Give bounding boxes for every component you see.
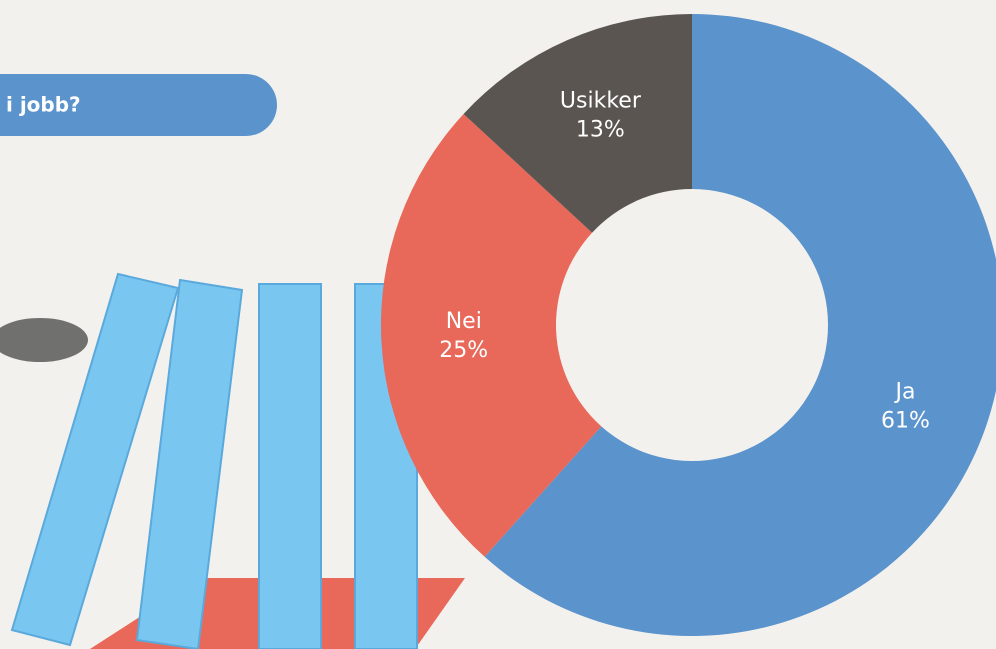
slice-value-label: 61% <box>881 409 930 434</box>
page: {"header": {"question": "i jobb?"}, "cha… <box>0 0 996 649</box>
question-text: i jobb? <box>6 93 81 117</box>
slice-label: Usikker <box>560 89 642 114</box>
slice-label: Nei <box>446 309 482 334</box>
slice-label: Ja <box>893 380 915 405</box>
domino <box>259 284 321 649</box>
infographic: i jobb? Ja 61% Nei 25% Usikker 13% <box>0 0 996 649</box>
slice-value-label: 13% <box>576 118 625 143</box>
slice-value-label: 25% <box>439 338 488 363</box>
